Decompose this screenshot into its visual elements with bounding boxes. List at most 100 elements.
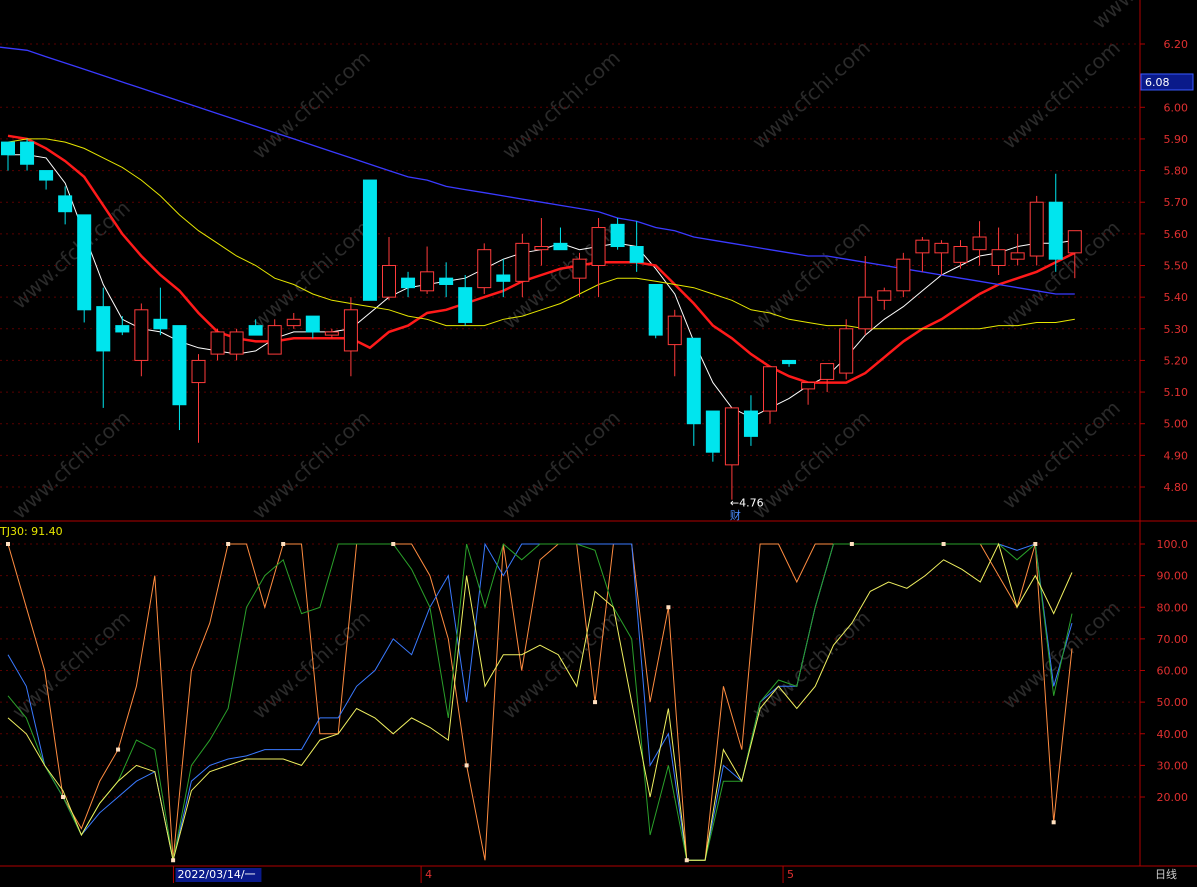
price-tick-label: 5.70	[1164, 196, 1189, 209]
indicator-marker	[1052, 820, 1056, 824]
candle-body	[630, 247, 643, 263]
candle-body	[668, 316, 681, 344]
indicator-tick-label: 70.00	[1157, 633, 1189, 646]
candle-body	[554, 243, 567, 249]
price-tick-label: 6.20	[1164, 38, 1189, 51]
candle-body	[764, 367, 777, 411]
candle-body	[40, 171, 53, 180]
candle[interactable]	[1030, 196, 1043, 266]
candle-body	[611, 224, 624, 246]
candle-body	[154, 319, 167, 328]
indicator-marker	[226, 542, 230, 546]
candle-body	[535, 247, 548, 250]
candle-body	[192, 360, 205, 382]
indicator-marker	[6, 542, 10, 546]
candle-body	[325, 332, 338, 335]
candle-body	[459, 288, 472, 323]
price-tick-label: 4.80	[1164, 481, 1189, 494]
candle-body	[897, 259, 910, 291]
candle-body	[21, 142, 34, 164]
candle-body	[706, 411, 719, 452]
candle-body	[306, 316, 319, 332]
candle-body	[497, 275, 510, 281]
price-tick-label: 5.80	[1164, 165, 1189, 178]
candle-body	[421, 272, 434, 291]
candle-body	[649, 284, 662, 335]
candle-body	[1011, 253, 1024, 259]
candle[interactable]	[840, 319, 853, 379]
indicator-marker	[593, 700, 597, 704]
candle-body	[1049, 202, 1062, 259]
candle-body	[440, 278, 453, 284]
indicator-marker	[281, 542, 285, 546]
price-tick-label: 5.90	[1164, 133, 1189, 146]
candle-body	[935, 243, 948, 252]
candle-body	[821, 364, 834, 380]
price-tick-label: 5.50	[1164, 260, 1189, 273]
candle-body	[878, 291, 891, 300]
price-tick-label: 6.00	[1164, 101, 1189, 114]
indicator-tick-label: 20.00	[1157, 791, 1189, 804]
candle-body	[59, 196, 72, 212]
period-label[interactable]: 日线	[1155, 867, 1177, 881]
indicator-marker	[666, 605, 670, 609]
candle-body	[230, 332, 243, 354]
candle-body	[916, 240, 929, 253]
candle-body	[268, 326, 281, 354]
candle[interactable]	[78, 215, 91, 323]
candle-body	[687, 338, 700, 423]
indicator-title: TJ30: 91.40	[0, 525, 63, 538]
candle-body	[992, 250, 1005, 266]
candle-body	[287, 319, 300, 325]
price-tick-label: 5.40	[1164, 291, 1189, 304]
indicator-marker	[465, 763, 469, 767]
price-tick-label: 5.10	[1164, 386, 1189, 399]
current-price-label: 6.08	[1145, 76, 1170, 89]
candle[interactable]	[897, 253, 910, 297]
candle-body	[116, 326, 129, 332]
indicator-marker	[685, 858, 689, 862]
candle[interactable]	[649, 284, 662, 338]
candle-body	[725, 408, 738, 465]
candle-body	[783, 360, 796, 363]
candle-body	[973, 237, 986, 250]
indicator-tick-label: 40.00	[1157, 728, 1189, 741]
candle[interactable]	[478, 243, 491, 294]
candle-body	[249, 326, 262, 335]
candle-body	[1030, 202, 1043, 256]
indicator-tick-label: 60.00	[1157, 665, 1189, 678]
candle-body	[135, 310, 148, 361]
indicator-tick-label: 100.0	[1157, 538, 1189, 551]
x-tick-label: 4	[425, 868, 432, 881]
candle[interactable]	[363, 180, 376, 300]
event-marker[interactable]: 财	[730, 508, 741, 522]
indicator-marker	[61, 795, 65, 799]
indicator-marker	[116, 748, 120, 752]
indicator-marker	[1033, 542, 1037, 546]
candle-body	[211, 332, 224, 354]
price-tick-label: 5.00	[1164, 418, 1189, 431]
indicator-tick-label: 80.00	[1157, 601, 1189, 614]
candle-body	[859, 297, 872, 329]
x-tick-label: 2022/03/14/一	[177, 868, 255, 881]
candle-body	[478, 250, 491, 288]
candle-body	[173, 326, 186, 405]
candle-body	[97, 307, 110, 351]
candle-body	[402, 278, 415, 287]
candle-body	[78, 215, 91, 310]
indicator-tick-label: 30.00	[1157, 759, 1189, 772]
candle-body	[344, 310, 357, 351]
candle-body	[954, 247, 967, 263]
candle-body	[592, 228, 605, 266]
indicator-tick-label: 90.00	[1157, 570, 1189, 583]
low-price-annotation: ←4.76	[730, 497, 764, 510]
indicator-marker	[850, 542, 854, 546]
indicator-marker	[171, 858, 175, 862]
indicator-marker	[391, 542, 395, 546]
candle-body	[573, 259, 586, 278]
price-tick-label: 5.60	[1164, 228, 1189, 241]
price-tick-label: 4.90	[1164, 449, 1189, 462]
candle-body	[1068, 231, 1081, 253]
